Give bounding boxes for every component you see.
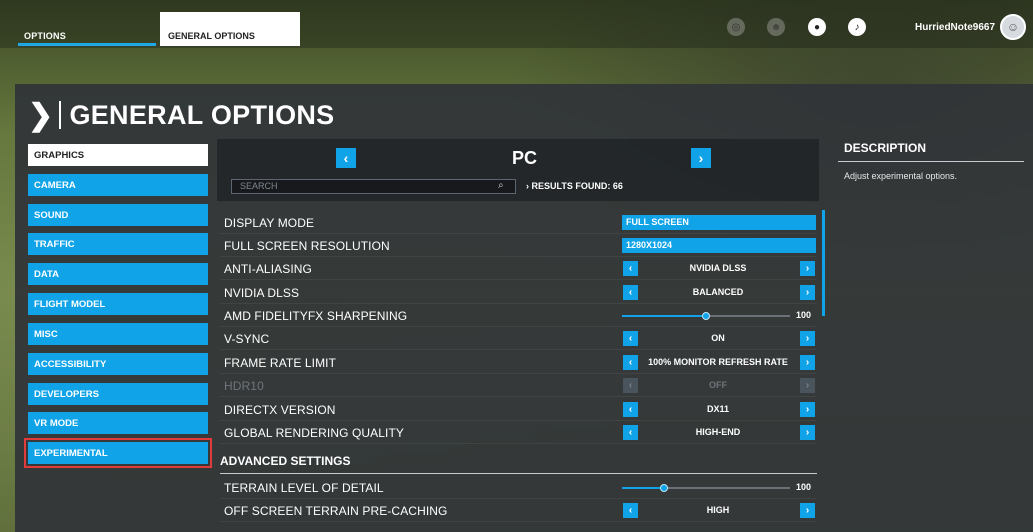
- setting-label: HDR10: [224, 379, 264, 393]
- setting-label: FRAME RATE LIMIT: [224, 356, 337, 370]
- setting-row-resolution[interactable]: FULL SCREEN RESOLUTION 1280X1024: [220, 234, 817, 257]
- chevron-left-icon[interactable]: ‹: [623, 355, 638, 370]
- tab-options[interactable]: OPTIONS: [18, 14, 156, 46]
- setting-row-terrain-lod[interactable]: TERRAIN LEVEL OF DETAIL 100: [220, 476, 817, 499]
- profile-icon[interactable]: ●: [808, 18, 826, 36]
- chevron-left-icon[interactable]: ‹: [623, 503, 638, 518]
- notification-icon[interactable]: ♪: [848, 18, 866, 36]
- setting-label: V-SYNC: [224, 332, 270, 346]
- setting-row-vsync[interactable]: V-SYNC ‹ ON ›: [220, 327, 817, 350]
- chevron-right-icon[interactable]: ›: [800, 503, 815, 518]
- setting-label: DISPLAY MODE: [224, 216, 315, 230]
- setting-row-nvidia-dlss[interactable]: NVIDIA DLSS ‹ BALANCED ›: [220, 281, 817, 304]
- setting-label: TERRAIN LEVEL OF DETAIL: [224, 481, 384, 495]
- platform-prev-button[interactable]: ‹: [336, 148, 356, 168]
- chevron-left-icon[interactable]: ‹: [623, 402, 638, 417]
- group-icon[interactable]: ☻: [767, 18, 785, 36]
- results-count: › RESULTS FOUND: 66: [526, 181, 623, 191]
- description-text: Adjust experimental options.: [844, 171, 958, 181]
- setting-value: HIGH: [706, 505, 730, 515]
- chevron-left-icon: ‹: [623, 378, 638, 393]
- setting-row-frame-rate-limit[interactable]: FRAME RATE LIMIT ‹ 100% MONITOR REFRESH …: [220, 351, 817, 374]
- slider-handle[interactable]: [660, 484, 668, 492]
- sidebar-item-vr-mode[interactable]: VR MODE: [28, 412, 208, 434]
- setting-value: BALANCED: [692, 287, 744, 297]
- setting-row-terrain-precaching[interactable]: OFF SCREEN TERRAIN PRE-CACHING ‹ HIGH ›: [220, 499, 817, 522]
- slider-handle[interactable]: [702, 312, 710, 320]
- setting-row-anti-aliasing[interactable]: ANTI-ALIASING ‹ NVIDIA DLSS ›: [220, 257, 817, 280]
- setting-row-directx-version[interactable]: DIRECTX VERSION ‹ DX11 ›: [220, 398, 817, 421]
- setting-row-rendering-quality[interactable]: GLOBAL RENDERING QUALITY ‹ HIGH-END ›: [220, 421, 817, 444]
- setting-label: AMD FIDELITYFX SHARPENING: [224, 309, 408, 323]
- display-mode-dropdown[interactable]: FULL SCREEN: [622, 215, 816, 230]
- slider-fill: [622, 487, 664, 489]
- tab-general-options[interactable]: GENERAL OPTIONS: [160, 12, 300, 46]
- chevron-right-icon[interactable]: ›: [800, 261, 815, 276]
- platform-label: PC: [512, 148, 538, 168]
- setting-label: OFF SCREEN TERRAIN PRE-CACHING: [224, 504, 448, 518]
- sidebar-item-accessibility[interactable]: ACCESSIBILITY: [28, 353, 208, 375]
- slider-fill: [622, 315, 706, 317]
- description-title: DESCRIPTION: [838, 141, 1024, 162]
- sidebar-item-sound[interactable]: SOUND: [28, 204, 208, 226]
- search-icon[interactable]: ⌕: [498, 180, 504, 191]
- setting-value: 100% MONITOR REFRESH RATE: [648, 357, 788, 367]
- chevron-left-icon[interactable]: ‹: [623, 425, 638, 440]
- chevron-right-icon[interactable]: ›: [800, 402, 815, 417]
- setting-row-hdr10: HDR10 ‹ OFF ›: [220, 374, 817, 397]
- sidebar-item-traffic[interactable]: TRAFFIC: [28, 233, 208, 255]
- search-input[interactable]: SEARCH: [231, 179, 516, 194]
- setting-label: FULL SCREEN RESOLUTION: [224, 239, 390, 253]
- advanced-settings-heading: ADVANCED SETTINGS: [220, 449, 817, 474]
- achievements-icon[interactable]: ◎: [727, 18, 745, 36]
- chevron-right-icon[interactable]: ›: [800, 355, 815, 370]
- chevron-right-icon: ❯: [28, 98, 54, 132]
- sharpening-slider[interactable]: [622, 312, 790, 320]
- avatar[interactable]: ☺: [1000, 14, 1026, 40]
- results-text: RESULTS FOUND: 66: [531, 181, 623, 191]
- setting-value: HIGH-END: [695, 427, 741, 437]
- chevron-right-icon: ›: [526, 181, 532, 191]
- chevron-right-icon[interactable]: ›: [800, 331, 815, 346]
- chevron-right-icon: ›: [800, 378, 815, 393]
- setting-value: NVIDIA DLSS: [689, 263, 747, 273]
- terrain-lod-slider[interactable]: [622, 484, 790, 492]
- title-divider: [59, 101, 62, 129]
- setting-label: DIRECTX VERSION: [224, 403, 336, 417]
- chevron-left-icon[interactable]: ‹: [623, 331, 638, 346]
- setting-label: ANTI-ALIASING: [224, 262, 312, 276]
- setting-value: OFF: [709, 380, 727, 390]
- setting-value: ON: [711, 333, 725, 343]
- sidebar-item-developers[interactable]: DEVELOPERS: [28, 383, 208, 405]
- sidebar-item-misc[interactable]: MISC: [28, 323, 208, 345]
- sidebar-item-experimental[interactable]: EXPERIMENTAL: [24, 438, 212, 468]
- sidebar-item-data[interactable]: DATA: [28, 263, 208, 285]
- platform-next-button[interactable]: ›: [691, 148, 711, 168]
- settings-scrollbar[interactable]: [822, 210, 825, 316]
- sidebar-item-camera[interactable]: CAMERA: [28, 174, 208, 196]
- resolution-dropdown[interactable]: 1280X1024: [622, 238, 816, 253]
- setting-label: NVIDIA DLSS: [224, 286, 300, 300]
- page-title: ❯ GENERAL OPTIONS: [28, 98, 334, 132]
- top-bar: OPTIONS GENERAL OPTIONS ◎ ☻ ● ♪ HurriedN…: [0, 0, 1033, 48]
- page-title-text: GENERAL OPTIONS: [69, 99, 335, 130]
- username[interactable]: HurriedNote9667: [915, 22, 996, 33]
- setting-value: DX11: [706, 404, 730, 414]
- setting-label: GLOBAL RENDERING QUALITY: [224, 426, 404, 440]
- chevron-left-icon[interactable]: ‹: [623, 285, 638, 300]
- sidebar-item-graphics[interactable]: GRAPHICS: [28, 144, 208, 166]
- chevron-left-icon[interactable]: ‹: [623, 261, 638, 276]
- chevron-right-icon[interactable]: ›: [800, 425, 815, 440]
- chevron-right-icon[interactable]: ›: [800, 285, 815, 300]
- slider-value: 100: [796, 310, 812, 320]
- sidebar-item-flight-model[interactable]: FLIGHT MODEL: [28, 293, 208, 315]
- setting-row-fidelityfx-sharpening[interactable]: AMD FIDELITYFX SHARPENING 100: [220, 304, 817, 327]
- setting-row-display-mode[interactable]: DISPLAY MODE FULL SCREEN: [220, 211, 817, 234]
- slider-value: 100: [796, 482, 812, 492]
